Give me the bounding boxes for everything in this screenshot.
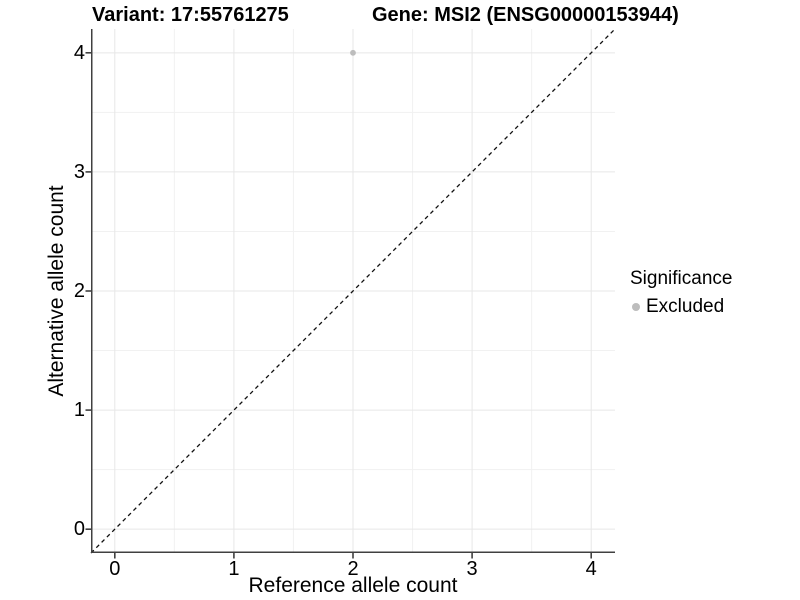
legend-entry-excluded: Excluded	[630, 296, 732, 318]
y-tick-label: 4	[73, 41, 85, 64]
y-tick-label: 1	[73, 399, 85, 422]
y-tick-label: 2	[73, 280, 85, 302]
x-axis-label: Reference allele count	[248, 574, 458, 597]
y-tick-label: 0	[73, 518, 85, 541]
x-tick-label: 1	[228, 558, 240, 580]
gene-title: Gene: MSI2 (ENSG00000153944)	[372, 4, 679, 26]
x-tick-label: 0	[109, 558, 121, 580]
plot-panel	[85, 28, 616, 559]
x-tick-label: 4	[585, 558, 597, 580]
x-tick-label: 2	[347, 558, 359, 580]
legend: Significance Excluded	[630, 268, 732, 318]
data-point	[350, 49, 356, 56]
x-tick-label: 3	[466, 558, 478, 580]
y-tick-label: 3	[73, 160, 85, 183]
legend-title: Significance	[630, 268, 733, 289]
plot-canvas	[85, 28, 616, 559]
identity-dashed-line	[90, 28, 616, 554]
variant-title: Variant: 17:55761275	[92, 4, 289, 26]
legend-entry-label: Excluded	[646, 296, 725, 317]
legend-key-dot-icon	[632, 303, 640, 311]
